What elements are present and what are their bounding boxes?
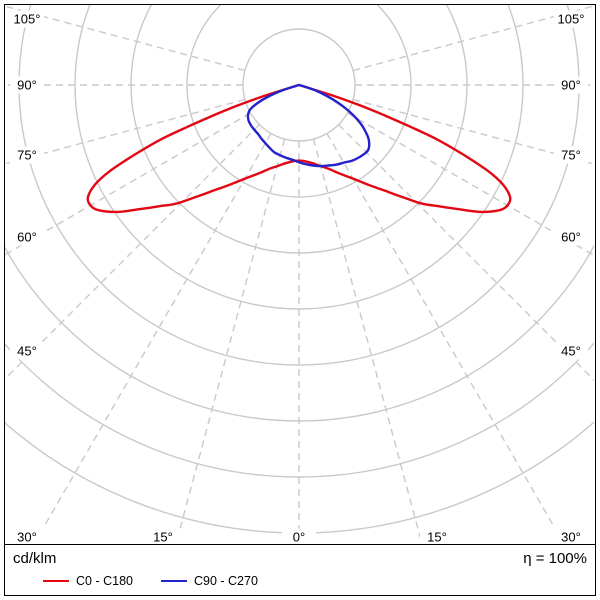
legend-label-c90-c270: C90 - C270 [193, 574, 258, 588]
angle-label-bg [10, 528, 44, 544]
angle-label-bg [554, 528, 588, 544]
angle-label-bg [10, 76, 44, 94]
polar-chart-area: 105° 90° 75° 60° 45° 30° 15° 0° 15° 30° 45° 60° 75° 9… [5, 5, 595, 544]
legend-line-c0-c180 [43, 579, 69, 583]
grid-ray [312, 138, 423, 544]
grid-ring [186, 5, 412, 198]
angle-label-bg [554, 10, 588, 28]
chart-footer: cd/klm η = 100% C0 - C180 C90 - C270 [5, 544, 595, 594]
grid-ray [5, 98, 246, 165]
angle-label: 90° [561, 78, 581, 93]
legend-label-c0-c180: C0 - C180 [76, 574, 133, 588]
grid-ray [338, 124, 594, 381]
grid-ray [352, 5, 594, 72]
grid-ray [33, 133, 272, 544]
angle-label-bg [554, 76, 588, 94]
angle-label-bg [420, 528, 454, 544]
angle-label: 45° [17, 344, 37, 359]
angle-label: 60° [561, 230, 581, 245]
angle-label: 45° [561, 344, 581, 359]
angle-label: 30° [561, 530, 581, 545]
grid-ray [175, 138, 286, 544]
grid-ray [352, 98, 594, 165]
angle-label: 75° [17, 148, 37, 163]
polar-chart: 105° 90° 75° 60° 45° 30° 15° 0° 15° 30° 45° 60° 75° 9… [5, 5, 594, 544]
angle-label-bg [554, 146, 588, 164]
photometric-diagram: 105° 90° 75° 60° 45° 30° 15° 0° 15° 30° 45° 60° 75° 9… [4, 4, 596, 596]
grid-ray [5, 124, 260, 380]
angle-label-bg [10, 228, 44, 246]
angle-label: 90° [17, 78, 37, 93]
angle-label-bg [10, 10, 44, 28]
grid-ray [5, 5, 246, 72]
efficiency-label: η = 100% [523, 549, 587, 567]
grid-ray [5, 112, 251, 256]
units-label: cd/klm [13, 549, 57, 567]
angle-label: 75° [561, 148, 581, 163]
angle-label: 0° [293, 530, 305, 545]
legend-item-c0-c180: C0 - C180 [43, 574, 133, 588]
angle-label: 15° [153, 530, 173, 545]
legend-item-c90-c270: C90 - C270 [160, 574, 258, 588]
angle-label: 15° [427, 530, 447, 545]
grid-ray [326, 133, 565, 544]
curve-c90-c270 [246, 83, 371, 168]
angle-label-bg [554, 228, 588, 246]
legend-line-c90-c270 [160, 579, 187, 583]
grid-ray [347, 112, 594, 257]
curve-c0-c180 [86, 83, 512, 214]
angle-label: 105° [14, 12, 41, 27]
legend: C0 - C180 C90 - C270 [43, 571, 587, 591]
angle-label-bg [10, 342, 44, 360]
angle-label: 60° [17, 230, 37, 245]
angle-label-bg [146, 528, 180, 544]
angle-label: 30° [17, 530, 37, 545]
angle-label: 105° [558, 12, 585, 27]
angle-label-bg [282, 528, 316, 544]
angle-label-bg [554, 342, 588, 360]
angle-label-bg [10, 146, 44, 164]
